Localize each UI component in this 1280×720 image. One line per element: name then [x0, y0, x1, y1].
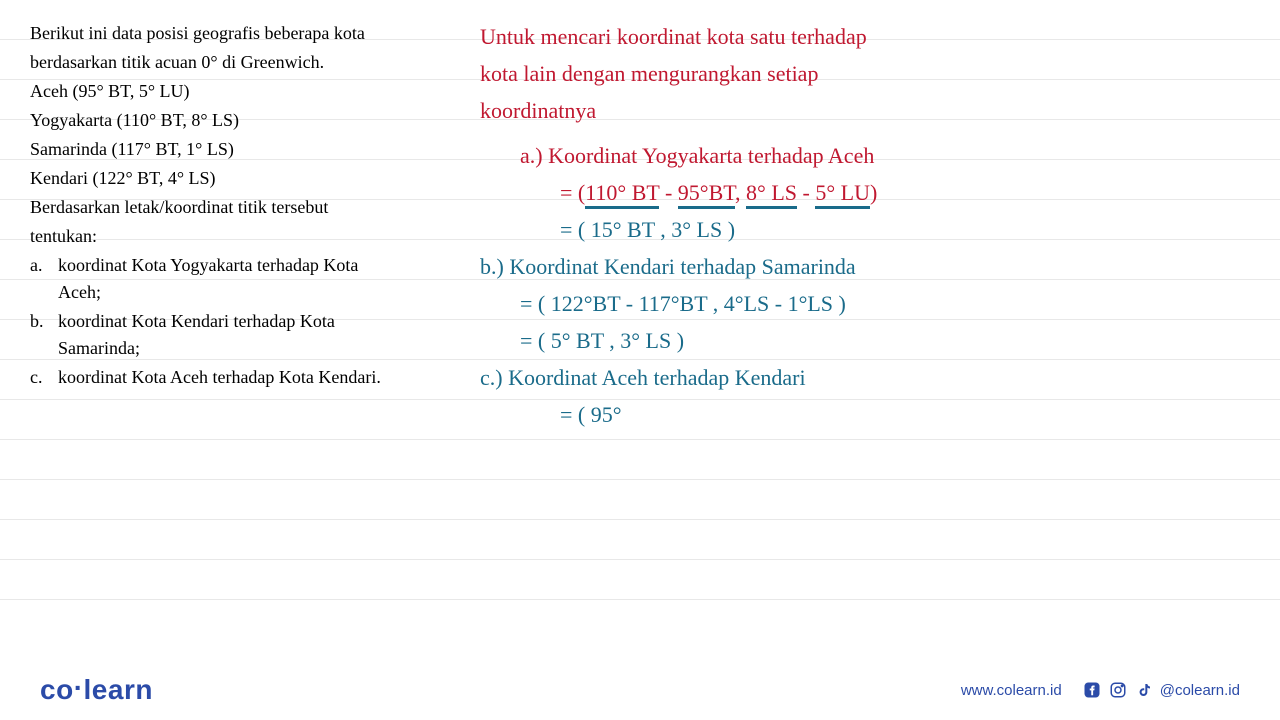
logo-co: co — [40, 674, 74, 705]
solution-header: Untuk mencari koordinat kota satu terhad… — [480, 20, 1270, 127]
part-b-label: b.) Koordinat Kendari terhadap Samarinda — [480, 250, 1270, 283]
footer-url: www.colearn.id — [961, 682, 1062, 699]
footer: co·learn www.colearn.id @colearn.id — [0, 660, 1280, 720]
problem-list: a. koordinat Kota Yogyakarta terhadap Ko… — [30, 252, 465, 391]
header-line: koordinatnya — [480, 94, 1270, 127]
item-text: koordinat Kota Kendari terhadap Kota Sam… — [58, 308, 335, 362]
part-c-label: c.) Koordinat Aceh terhadap Kendari — [480, 361, 1270, 394]
part-c-equation: = ( 95° — [480, 398, 1270, 431]
city-data: Yogyakarta (110° BT, 8° LS) — [30, 107, 465, 134]
header-line: kota lain dengan mengurangkan setiap — [480, 57, 1270, 90]
facebook-icon — [1082, 680, 1102, 700]
part-a-label: a.) Koordinat Yogyakarta terhadap Aceh — [480, 139, 1270, 172]
part-a-equation: = (110° BT - 95°BT, 8° LS - 5° LU) — [480, 176, 1270, 209]
instagram-icon — [1108, 680, 1128, 700]
item-text: koordinat Kota Aceh terhadap Kota Kendar… — [58, 364, 381, 391]
logo-learn: learn — [84, 674, 153, 705]
part-b-equation: = ( 122°BT - 117°BT , 4°LS - 1°LS ) — [480, 287, 1270, 320]
content-area: Berikut ini data posisi geografis bebera… — [0, 0, 1280, 640]
footer-right: www.colearn.id @colearn.id — [961, 680, 1240, 700]
intro-line: berdasarkan titik acuan 0° di Greenwich. — [30, 49, 465, 76]
city-data: Kendari (122° BT, 4° LS) — [30, 165, 465, 192]
header-line: Untuk mencari koordinat kota satu terhad… — [480, 20, 1270, 53]
social-icons: @colearn.id — [1082, 680, 1240, 700]
logo-dot: · — [74, 672, 84, 703]
solution-column: Untuk mencari koordinat kota satu terhad… — [480, 0, 1280, 640]
part-b-result: = ( 5° BT , 3° LS ) — [480, 324, 1270, 357]
problem-column: Berikut ini data posisi geografis bebera… — [0, 0, 480, 640]
part-a-result: = ( 15° BT , 3° LS ) — [480, 213, 1270, 246]
item-text: koordinat Kota Yogyakarta terhadap Kota … — [58, 252, 358, 306]
city-data: Samarinda (117° BT, 1° LS) — [30, 136, 465, 163]
city-data: Aceh (95° BT, 5° LU) — [30, 78, 465, 105]
task-line: Berdasarkan letak/koordinat titik terseb… — [30, 194, 465, 221]
item-marker: b. — [30, 308, 58, 362]
task-line: tentukan: — [30, 223, 465, 250]
tiktok-icon — [1134, 680, 1154, 700]
intro-line: Berikut ini data posisi geografis bebera… — [30, 20, 465, 47]
brand-logo: co·learn — [40, 674, 153, 706]
footer-handle: @colearn.id — [1160, 682, 1240, 699]
list-item: a. koordinat Kota Yogyakarta terhadap Ko… — [30, 252, 465, 306]
item-marker: a. — [30, 252, 58, 306]
list-item: c. koordinat Kota Aceh terhadap Kota Ken… — [30, 364, 465, 391]
item-marker: c. — [30, 364, 58, 391]
list-item: b. koordinat Kota Kendari terhadap Kota … — [30, 308, 465, 362]
